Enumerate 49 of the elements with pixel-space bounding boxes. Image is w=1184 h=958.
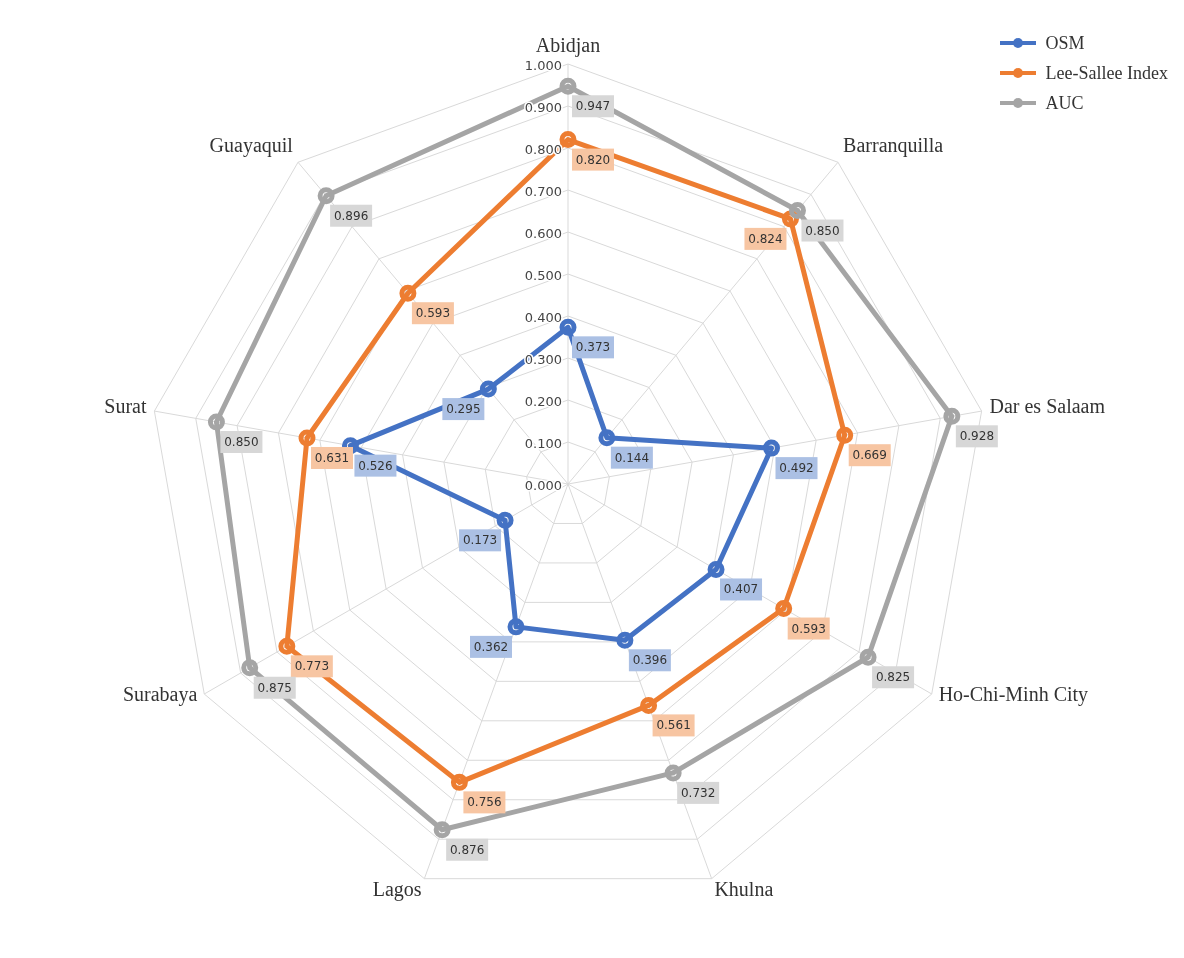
data-label: 0.824 bbox=[748, 231, 783, 246]
y-tick-label: 0.500 bbox=[524, 268, 562, 283]
spoke-label: Lagos bbox=[372, 878, 422, 902]
data-label: 0.492 bbox=[779, 461, 814, 476]
data-label: 0.850 bbox=[224, 435, 259, 450]
spoke-label: Guayaquil bbox=[209, 134, 294, 158]
data-label: 0.773 bbox=[294, 659, 330, 674]
data-label: 0.875 bbox=[257, 680, 292, 695]
y-tick-label: 0.300 bbox=[524, 352, 562, 367]
data-label: 0.928 bbox=[959, 429, 995, 444]
data-label: 0.561 bbox=[656, 718, 691, 733]
data-label: 0.295 bbox=[446, 402, 481, 417]
legend-label: OSM bbox=[1045, 32, 1085, 54]
data-label: 0.947 bbox=[575, 99, 611, 114]
data-label: 0.407 bbox=[723, 582, 759, 597]
data-label: 0.820 bbox=[575, 152, 611, 167]
data-label: 0.362 bbox=[473, 639, 509, 654]
data-label: 0.593 bbox=[415, 306, 451, 321]
spoke-label: Surat bbox=[104, 394, 147, 417]
data-label: 0.669 bbox=[852, 448, 887, 463]
data-label: 0.144 bbox=[614, 450, 650, 465]
y-tick-label: 1.000 bbox=[524, 58, 562, 73]
spoke-label: Ho-Chi-Minh City bbox=[938, 683, 1089, 707]
data-label: 0.593 bbox=[791, 621, 826, 636]
spoke-label: Surabaya bbox=[122, 683, 198, 707]
y-tick-label: 0.600 bbox=[524, 226, 562, 241]
legend-label: Lee-Sallee Index bbox=[1045, 62, 1168, 84]
spoke-label: Dar es Salaam bbox=[989, 394, 1106, 417]
data-label: 0.876 bbox=[449, 842, 485, 857]
y-tick-label: 0.400 bbox=[524, 310, 562, 325]
data-label: 0.396 bbox=[632, 653, 668, 668]
y-tick-label: 0.900 bbox=[524, 100, 562, 115]
data-label: 0.173 bbox=[462, 533, 498, 548]
spoke-label: Abidjan bbox=[535, 34, 601, 57]
data-label: 0.732 bbox=[680, 785, 716, 800]
data-label: 0.756 bbox=[467, 795, 502, 810]
spoke-label: Khulna bbox=[714, 878, 774, 901]
y-tick-label: 0.700 bbox=[524, 184, 562, 199]
y-tick-label: 0.000 bbox=[524, 478, 562, 493]
data-label: 0.825 bbox=[875, 670, 911, 685]
data-label: 0.526 bbox=[358, 458, 393, 473]
data-label: 0.631 bbox=[314, 450, 350, 465]
data-label: 0.850 bbox=[805, 223, 840, 238]
data-label: 0.896 bbox=[333, 208, 369, 223]
spoke-label: Barranquilla bbox=[843, 134, 944, 158]
y-tick-label: 0.200 bbox=[524, 394, 562, 409]
y-tick-label: 0.100 bbox=[524, 436, 562, 451]
data-label: 0.373 bbox=[575, 340, 611, 355]
legend-label: AUC bbox=[1045, 92, 1084, 114]
